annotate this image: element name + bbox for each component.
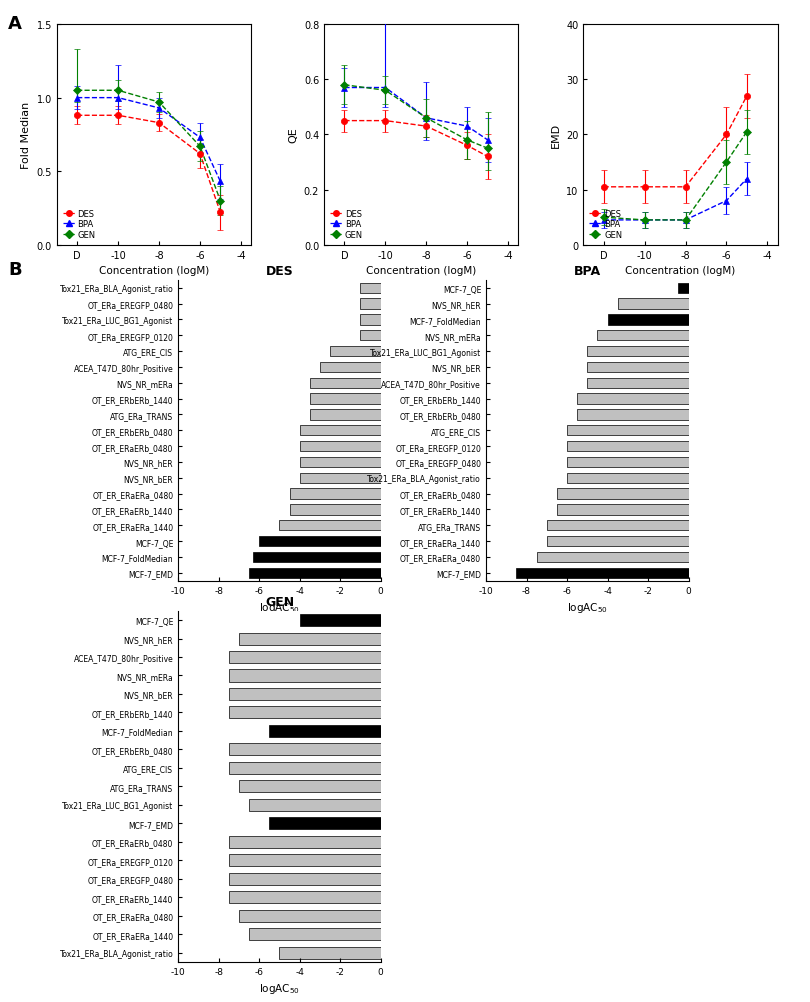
Bar (300, 457, 381, 468)
Bar (320, 363, 381, 373)
Bar (228, 669, 381, 681)
Y-axis label: QE: QE (288, 127, 298, 143)
Legend: DES, BPA, GEN: DES, BPA, GEN (587, 207, 624, 241)
Legend: DES, BPA, GEN: DES, BPA, GEN (61, 207, 97, 241)
Bar (330, 347, 381, 357)
Bar (228, 651, 381, 663)
Bar (309, 394, 381, 405)
Bar (587, 378, 688, 389)
X-axis label: logAC$_{50}$: logAC$_{50}$ (259, 600, 300, 614)
Bar (228, 855, 381, 867)
Bar (249, 928, 381, 940)
Bar (587, 363, 688, 373)
Bar (547, 521, 688, 531)
Bar (228, 763, 381, 775)
Bar (249, 799, 381, 811)
Bar (300, 614, 381, 626)
Bar (290, 505, 381, 515)
Text: B: B (8, 261, 22, 279)
Bar (360, 331, 381, 341)
Bar (239, 633, 381, 645)
Bar (279, 947, 381, 959)
Bar (300, 442, 381, 452)
Bar (269, 725, 381, 737)
Bar (228, 892, 381, 904)
X-axis label: Concentration (logM): Concentration (logM) (625, 266, 735, 276)
Bar (577, 410, 688, 420)
Bar (557, 505, 688, 515)
Bar (360, 315, 381, 326)
Bar (279, 521, 381, 531)
Bar (228, 836, 381, 848)
Y-axis label: Fold Median: Fold Median (21, 101, 31, 169)
Bar (587, 347, 688, 357)
Bar (608, 315, 688, 326)
Bar (228, 743, 381, 756)
X-axis label: Concentration (logM): Concentration (logM) (366, 266, 476, 276)
Bar (259, 536, 381, 547)
Bar (228, 873, 381, 885)
Bar (567, 426, 688, 436)
Bar (300, 473, 381, 484)
Bar (517, 568, 688, 578)
Title: BPA: BPA (573, 265, 601, 278)
Title: DES: DES (266, 265, 293, 278)
Bar (536, 552, 688, 562)
Bar (253, 552, 381, 562)
Bar (547, 536, 688, 547)
Bar (309, 410, 381, 420)
Legend: DES, BPA, GEN: DES, BPA, GEN (328, 207, 364, 241)
Bar (557, 489, 688, 499)
X-axis label: logAC$_{50}$: logAC$_{50}$ (259, 981, 300, 995)
Bar (309, 378, 381, 389)
Bar (617, 300, 688, 310)
Bar (567, 457, 688, 468)
Bar (679, 284, 688, 294)
Bar (239, 910, 381, 922)
Bar (300, 426, 381, 436)
Text: A: A (8, 15, 22, 33)
Bar (567, 442, 688, 452)
X-axis label: logAC$_{50}$: logAC$_{50}$ (567, 600, 608, 614)
Y-axis label: EMD: EMD (551, 122, 561, 148)
Bar (249, 568, 381, 578)
Bar (228, 688, 381, 700)
Bar (597, 331, 688, 341)
Bar (269, 818, 381, 830)
Bar (567, 473, 688, 484)
Bar (360, 284, 381, 294)
X-axis label: Concentration (logM): Concentration (logM) (99, 266, 209, 276)
Bar (577, 394, 688, 405)
Bar (290, 489, 381, 499)
Bar (239, 781, 381, 793)
Title: GEN: GEN (265, 595, 294, 608)
Bar (228, 706, 381, 718)
Bar (360, 300, 381, 310)
